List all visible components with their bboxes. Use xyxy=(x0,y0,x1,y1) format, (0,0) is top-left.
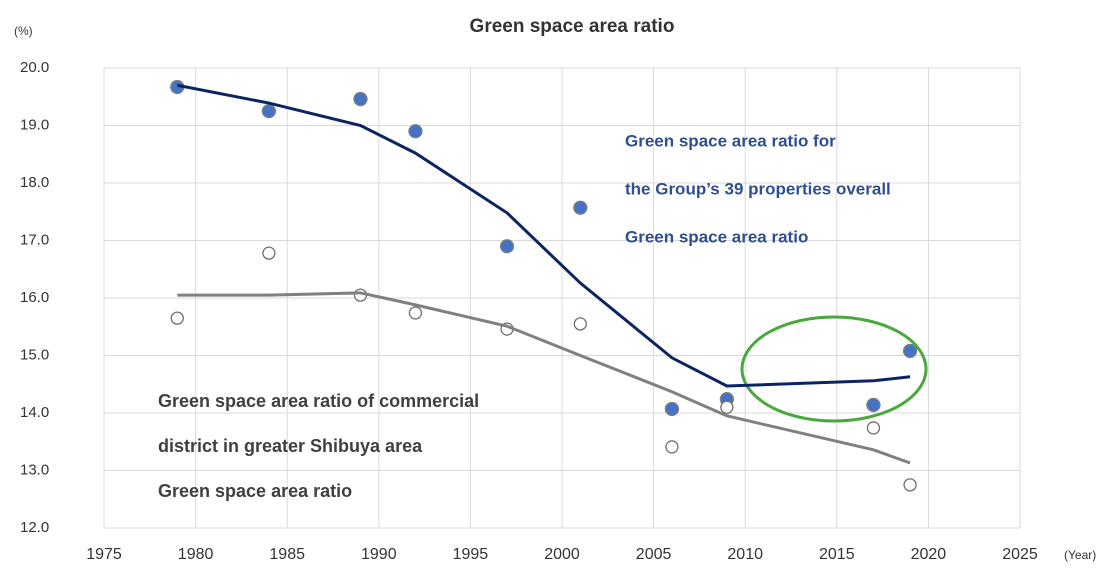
annotation: Green space area ratio xyxy=(625,227,808,246)
chart-title: Green space area ratio xyxy=(470,16,675,37)
hollow-marker xyxy=(170,311,184,325)
marker xyxy=(499,239,515,254)
marker xyxy=(261,103,277,119)
y-tick-label: 19.0 xyxy=(20,116,49,133)
hollow-marker xyxy=(408,306,423,320)
marker xyxy=(902,343,918,359)
x-tick-label: 1980 xyxy=(178,546,214,563)
x-tick-label: 2010 xyxy=(727,546,763,563)
x-tick-label: 2000 xyxy=(544,546,580,563)
x-tick-label: 2015 xyxy=(819,546,855,563)
hollow-marker xyxy=(903,478,917,492)
hollow-marker xyxy=(665,440,679,454)
x-tick-label: 1985 xyxy=(269,546,305,563)
annotation: Green space area ratio of commercial xyxy=(158,391,479,411)
x-unit: (Year) xyxy=(1064,548,1096,562)
hollow-marker xyxy=(262,246,276,260)
x-tick-label: 1975 xyxy=(86,546,122,563)
marker xyxy=(866,397,881,413)
y-tick-label: 12.0 xyxy=(20,519,49,536)
marker xyxy=(408,124,423,139)
hollow-marker xyxy=(720,400,734,414)
x-tick-label: 2005 xyxy=(636,546,672,563)
x-tick-label: 1990 xyxy=(361,546,397,563)
x-tick-label: 2020 xyxy=(911,546,947,563)
annotation: the Group’s 39 properties overall xyxy=(625,179,891,198)
marker xyxy=(353,91,368,107)
y-tick-label: 13.0 xyxy=(20,461,49,478)
x-tick-label: 1995 xyxy=(453,546,489,563)
marker xyxy=(664,401,680,417)
y-tick-label: 14.0 xyxy=(20,404,49,421)
y-tick-label: 20.0 xyxy=(20,59,49,76)
plot-border xyxy=(103,67,1021,529)
y-tick-label: 17.0 xyxy=(20,231,49,248)
y-unit: (%) xyxy=(14,24,33,38)
hollow-marker xyxy=(573,317,587,331)
annotation: Green space area ratio xyxy=(158,481,352,501)
x-tick-label: 2025 xyxy=(1002,546,1038,563)
series-line xyxy=(176,83,911,388)
y-tick-label: 16.0 xyxy=(20,289,49,306)
annotation: district in greater Shibuya area xyxy=(158,436,423,456)
annotation: Green space area ratio for xyxy=(625,131,836,150)
series-line xyxy=(177,291,911,465)
hollow-marker xyxy=(866,421,881,435)
y-tick-label: 18.0 xyxy=(20,174,49,191)
highlight-ellipse xyxy=(740,315,928,423)
y-tick-label: 15.0 xyxy=(20,346,49,363)
marker xyxy=(573,200,588,215)
